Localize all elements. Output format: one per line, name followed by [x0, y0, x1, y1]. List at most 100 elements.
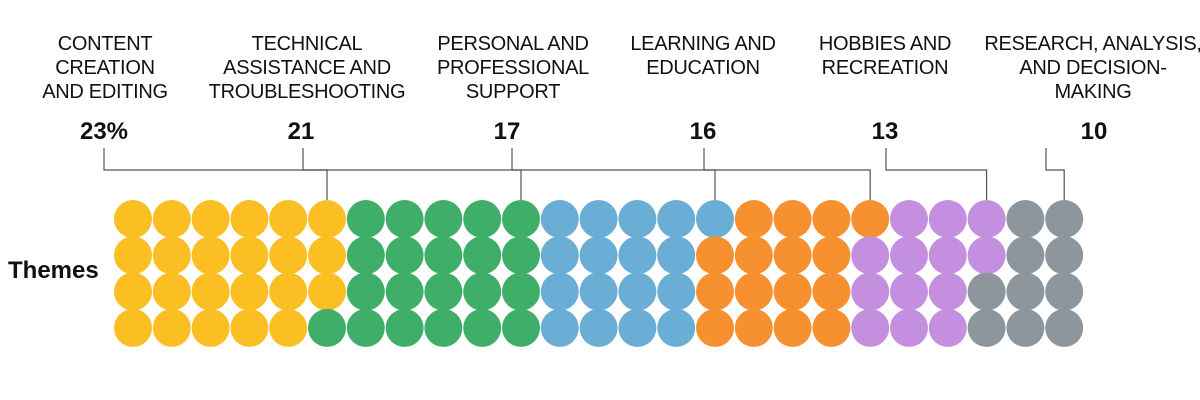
waffle-dot [230, 308, 269, 347]
waffle-dot [346, 200, 385, 238]
waffle-dot [618, 308, 657, 347]
waffle-dot [230, 200, 269, 238]
waffle-dot [618, 272, 657, 311]
waffle-dot [812, 200, 851, 238]
category-label: CONTENT CREATION AND EDITING [42, 33, 168, 103]
waffle-dot [696, 272, 734, 311]
row-label: Themes [8, 257, 99, 284]
waffle-dot [230, 236, 269, 275]
waffle-dot [385, 272, 424, 311]
waffle-dot [657, 272, 696, 311]
waffle-dot [734, 200, 773, 238]
category-label: TECHNICAL ASSISTANCE AND TROUBLESHOOTING [208, 33, 406, 103]
waffle-dot [967, 272, 1006, 311]
waffle-dot [851, 308, 890, 347]
waffle-dot [269, 272, 308, 311]
waffle-dot [579, 272, 618, 311]
waffle-dot [1045, 308, 1084, 347]
category-label: LEARNING AND EDUCATION [630, 33, 776, 79]
connector-line [885, 148, 988, 200]
waffle-dot [773, 272, 812, 311]
category-value: 10 [1080, 118, 1108, 145]
category-label: RESEARCH, ANALYSIS, AND DECISION- MAKING [984, 33, 1200, 103]
waffle-dot [152, 308, 191, 347]
waffle-dot [773, 308, 812, 347]
waffle-dot [114, 200, 152, 238]
waffle-dot [463, 272, 502, 311]
waffle-dot [928, 236, 967, 275]
waffle-dot [385, 308, 424, 347]
waffle-dot [424, 236, 463, 275]
waffle-dot [424, 200, 463, 238]
waffle-dot [114, 272, 152, 311]
waffle-dot [463, 308, 502, 347]
waffle-dot [269, 308, 308, 347]
waffle-dot [851, 236, 890, 275]
waffle-dot [540, 236, 579, 275]
category-value: 13 [871, 118, 899, 145]
category-value: 21 [287, 118, 315, 145]
waffle-dot [851, 272, 890, 311]
waffle-dot [696, 236, 734, 275]
waffle-dot [385, 200, 424, 238]
waffle-dot [114, 308, 152, 347]
waffle-dot [890, 272, 928, 311]
waffle-dot [1045, 236, 1084, 275]
waffle-dot [1045, 272, 1084, 311]
waffle-dot [812, 308, 851, 347]
waffle-dot [463, 200, 502, 238]
waffle-dot [308, 308, 346, 347]
waffle-dot [502, 236, 540, 275]
waffle-dot [230, 272, 269, 311]
waffle-dot [812, 272, 851, 311]
waffle-dot [734, 236, 773, 275]
waffle-dot [967, 236, 1006, 275]
waffle-dot [773, 236, 812, 275]
waffle-dot [1006, 236, 1045, 275]
category-value: 23% [79, 118, 129, 145]
waffle-dot [618, 200, 657, 238]
waffle-dot [618, 236, 657, 275]
waffle-dot [928, 200, 967, 238]
waffle-dot [540, 200, 579, 238]
waffle-dot [346, 308, 385, 347]
waffle-dot [657, 308, 696, 347]
category-value: 17 [493, 118, 521, 145]
waffle-dot [152, 272, 191, 311]
waffle-dot [579, 236, 618, 275]
category-value: 16 [689, 118, 717, 145]
waffle-dot [308, 236, 346, 275]
waffle-dot [579, 308, 618, 347]
waffle-dot [424, 308, 463, 347]
waffle-dot [502, 200, 540, 238]
waffle-dot [308, 272, 346, 311]
waffle-dot [191, 272, 230, 311]
category-label: HOBBIES AND RECREATION [818, 33, 952, 79]
waffle-dot [152, 200, 191, 238]
waffle-dot [424, 272, 463, 311]
waffle-dot [502, 272, 540, 311]
connector-line [302, 148, 522, 200]
waffle-dot [152, 236, 191, 275]
waffle-dot [812, 236, 851, 275]
waffle-dot [269, 200, 308, 238]
waffle-dot [191, 308, 230, 347]
waffle-dot [734, 272, 773, 311]
connector-line [703, 148, 871, 200]
waffle-dot [191, 200, 230, 238]
waffle-dot [191, 236, 230, 275]
waffle-dot [967, 308, 1006, 347]
waffle-dot [463, 236, 502, 275]
waffle-dot [540, 272, 579, 311]
waffle-dot [1006, 308, 1045, 347]
connector-line [511, 148, 716, 200]
waffle-dot [928, 272, 967, 311]
waffle-dot [579, 200, 618, 238]
waffle-dot [1006, 200, 1045, 238]
waffle-dot [967, 200, 1006, 238]
waffle-dot [890, 236, 928, 275]
waffle-dot [696, 308, 734, 347]
waffle-dot [540, 308, 579, 347]
connector-line [103, 148, 328, 200]
